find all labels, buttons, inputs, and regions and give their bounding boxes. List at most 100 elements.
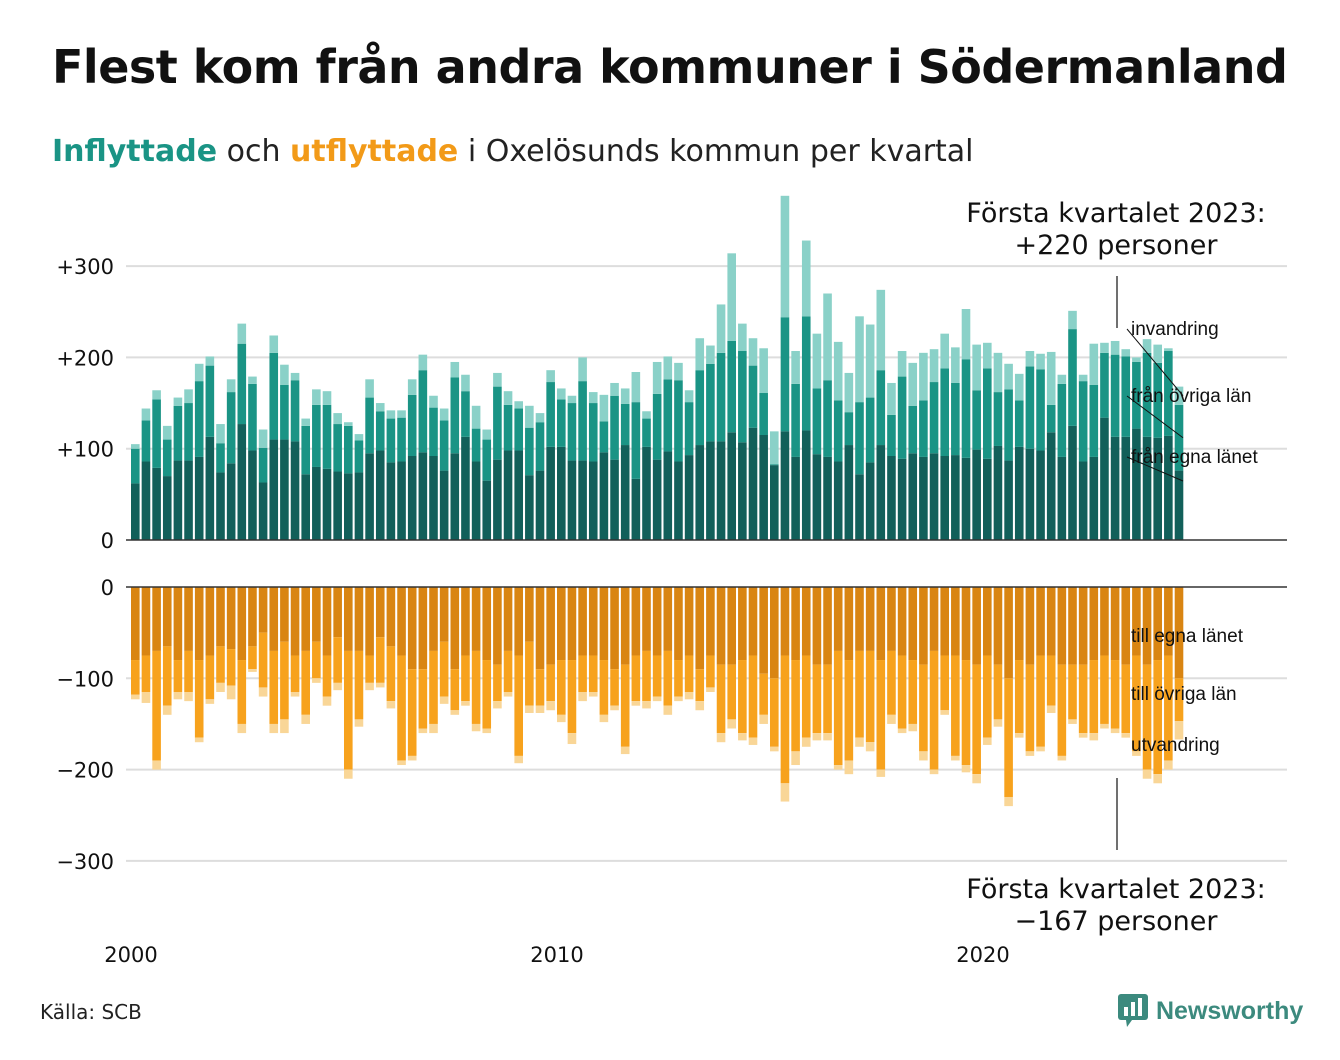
bar-in-fran_egna_lanet [876, 445, 886, 540]
bar-out-till_ovriga_lan [429, 650, 438, 724]
bar-in-fran_egna_lanet [716, 441, 726, 540]
bar-out-till_egna_lanet [1078, 587, 1088, 665]
bar-out-utvandring [216, 682, 225, 692]
bar-in-invandring [184, 389, 193, 404]
bar-out-till_egna_lanet [514, 587, 523, 656]
bar-in-invandring [237, 323, 247, 344]
bar-out-utvandring [674, 696, 683, 702]
bar-in-fran_egna_lanet [631, 478, 641, 540]
bar-in-invandring [280, 364, 289, 385]
bar-in-fran_egna_lanet [1004, 460, 1013, 540]
bar-out-utvandring [770, 746, 779, 752]
bar-in-fran_ovriga_lan [216, 443, 225, 473]
bar-in-fran_egna_lanet [354, 472, 364, 540]
bar-in-fran_egna_lanet [429, 456, 438, 540]
bar-out-till_ovriga_lan [578, 655, 587, 692]
bar-in-fran_egna_lanet [1142, 436, 1152, 540]
bar-in-fran_ovriga_lan [344, 425, 353, 474]
bar-out-till_egna_lanet [1164, 587, 1173, 656]
bar-out-till_egna_lanet [290, 587, 300, 656]
bar-in-fran_ovriga_lan [993, 392, 1003, 446]
bar-out-till_egna_lanet [865, 587, 875, 651]
bar-in-fran_ovriga_lan [322, 404, 332, 469]
bar-in-fran_egna_lanet [290, 441, 300, 540]
bar-out-utvandring [1046, 705, 1056, 713]
bar-in-invandring [652, 361, 662, 394]
bar-in-fran_egna_lanet [1014, 446, 1024, 540]
bar-in-fran_ovriga_lan [503, 404, 513, 451]
bar-out-till_ovriga_lan [301, 650, 310, 715]
bar-out-till_ovriga_lan [663, 650, 673, 706]
bar-in-invandring [812, 333, 822, 389]
bar-in-fran_egna_lanet [652, 459, 662, 540]
y-tick-in: 0 [101, 529, 114, 553]
bar-out-till_egna_lanet [1132, 587, 1141, 656]
bar-in-fran_ovriga_lan [759, 393, 768, 436]
bar-in-invandring [674, 362, 683, 381]
bar-in-fran_ovriga_lan [557, 399, 566, 447]
bar-out-utvandring [940, 710, 949, 715]
bar-in-fran_egna_lanet [1089, 456, 1099, 540]
source-note: Källa: SCB [40, 1000, 142, 1024]
bar-in-invandring [461, 374, 470, 392]
bar-in-fran_ovriga_lan [461, 391, 470, 437]
bar-out-utvandring [929, 769, 939, 775]
bar-out-utvandring [833, 765, 843, 770]
bar-out-utvandring [1036, 746, 1045, 752]
bar-out-utvandring [801, 737, 811, 747]
bar-out-till_egna_lanet [801, 587, 811, 656]
bar-in-fran_egna_lanet [141, 461, 151, 540]
bar-in-invandring [333, 413, 342, 425]
bar-out-till_egna_lanet [365, 587, 374, 656]
bar-in-fran_ovriga_lan [983, 368, 992, 459]
bar-out-till_egna_lanet [1046, 587, 1056, 656]
bar-in-invandring [312, 389, 321, 405]
bar-in-fran_ovriga_lan [1121, 356, 1131, 437]
bar-out-till_egna_lanet [386, 587, 396, 647]
bar-out-till_ovriga_lan [205, 655, 215, 700]
bar-out-till_egna_lanet [748, 587, 758, 656]
bar-out-till_ovriga_lan [642, 650, 651, 702]
bar-out-till_ovriga_lan [801, 655, 811, 738]
bar-out-utvandring [706, 687, 715, 692]
bar-out-till_egna_lanet [599, 587, 609, 661]
bar-in-fran_egna_lanet [972, 449, 981, 540]
bar-out-till_ovriga_lan [162, 646, 172, 706]
bar-out-till_egna_lanet [1110, 587, 1120, 661]
bar-in-fran_egna_lanet [791, 456, 800, 540]
bar-in-fran_egna_lanet [1068, 425, 1077, 540]
bar-out-till_egna_lanet [525, 587, 534, 642]
bar-out-utvandring [951, 755, 960, 761]
bar-in-fran_ovriga_lan [1110, 354, 1120, 437]
bar-out-till_ovriga_lan [471, 650, 481, 724]
bar-out-utvandring [461, 701, 470, 706]
bar-in-fran_ovriga_lan [876, 370, 886, 446]
bar-in-fran_egna_lanet [865, 462, 875, 540]
bar-in-fran_egna_lanet [344, 473, 353, 540]
subtitle-rest: i Oxelösunds kommun per kvartal [467, 134, 974, 169]
bar-in-fran_ovriga_lan [684, 402, 694, 456]
bar-in-fran_ovriga_lan [951, 382, 960, 456]
bar-out-till_ovriga_lan [855, 650, 864, 738]
bar-in-fran_egna_lanet [407, 456, 417, 540]
bar-out-till_egna_lanet [812, 587, 822, 665]
bar-out-till_egna_lanet [1153, 587, 1162, 661]
bar-layer [131, 195, 1184, 807]
bar-in-invandring [908, 362, 918, 406]
bar-in-fran_egna_lanet [525, 475, 534, 540]
bar-in-fran_ovriga_lan [812, 388, 822, 455]
bar-in-fran_egna_lanet [450, 453, 460, 540]
bar-in-fran_ovriga_lan [1100, 352, 1109, 418]
bar-in-fran_ovriga_lan [663, 379, 673, 452]
bar-in-fran_egna_lanet [237, 424, 247, 540]
bar-in-fran_egna_lanet [780, 431, 790, 540]
bar-out-till_ovriga_lan [312, 641, 321, 679]
bar-in-fran_egna_lanet [375, 450, 385, 540]
bar-in-invandring [1046, 351, 1056, 405]
bar-in-fran_egna_lanet [961, 457, 971, 540]
bar-in-invandring [546, 370, 555, 383]
bar-out-till_ovriga_lan [173, 660, 183, 692]
bar-out-utvandring [152, 760, 161, 770]
bar-in-fran_ovriga_lan [567, 403, 577, 461]
bar-out-utvandring [1078, 733, 1088, 738]
